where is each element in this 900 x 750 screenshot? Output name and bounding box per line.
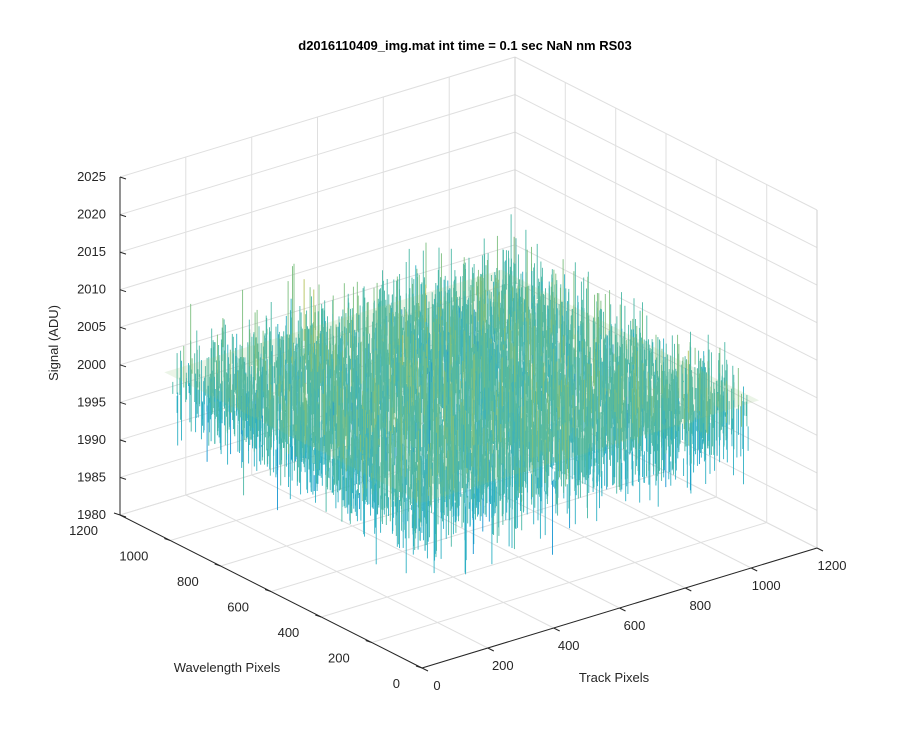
right-wall-gridline <box>514 56 818 211</box>
back-wall-gridline <box>119 131 516 253</box>
right-wall-gridline <box>514 206 818 361</box>
back-wall-gridline <box>119 206 516 328</box>
back-wall-gridline <box>119 169 516 291</box>
right-wall-gridline <box>514 94 818 249</box>
right-wall-gridline <box>514 169 818 324</box>
chart-title: d2016110409_img.mat int time = 0.1 sec N… <box>298 38 631 53</box>
right-wall-gridline <box>514 131 818 286</box>
floor-gridline <box>321 496 717 618</box>
back-wall-gridline <box>119 56 516 178</box>
surface <box>164 214 760 575</box>
right-wall-gridline <box>514 244 818 399</box>
back-wall-gridline <box>119 94 516 216</box>
back-wall-gridline <box>119 244 516 366</box>
floor-gridline <box>371 522 767 643</box>
floor-gridline <box>270 471 667 592</box>
